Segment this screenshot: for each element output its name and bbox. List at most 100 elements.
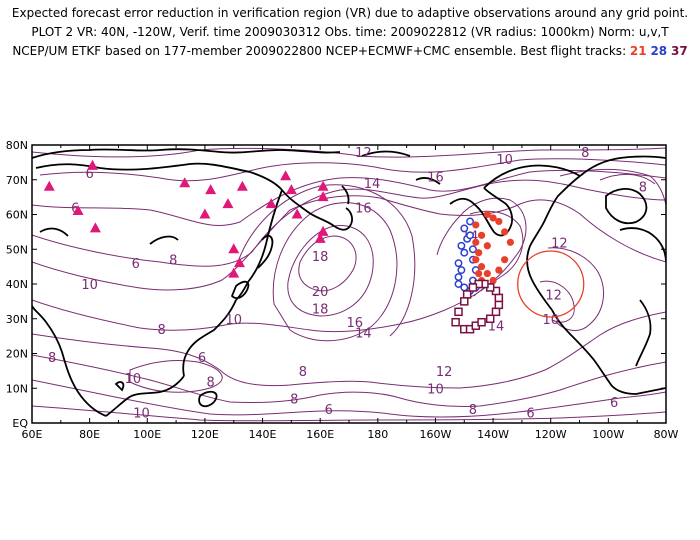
flight-track-37 <box>451 279 504 334</box>
track-21-point <box>477 263 486 271</box>
contour-label: 6 <box>71 202 79 217</box>
vr-circle <box>517 250 585 318</box>
track-21-point <box>483 242 491 250</box>
track-28-point <box>466 231 474 240</box>
track-37-point <box>485 314 495 323</box>
track-28-point <box>454 280 463 288</box>
lon-label: 120W <box>535 428 567 441</box>
observation-triangle <box>280 170 292 181</box>
header: Expected forecast error reduction in ver… <box>0 4 700 61</box>
track-21-point <box>501 256 509 264</box>
verification-region <box>517 250 585 318</box>
contour-label: 12 <box>545 288 562 303</box>
contour-label: 12 <box>355 146 372 161</box>
axis-ticks <box>31 144 667 424</box>
track-21-point <box>495 217 503 226</box>
track-28-point <box>457 266 466 275</box>
track-37-label: 37 <box>670 44 688 58</box>
track-21-point <box>475 249 483 257</box>
contour-label: 8 <box>299 365 307 380</box>
track-21-point <box>483 269 491 278</box>
lat-label: EQ <box>12 417 28 430</box>
lat-label: 60N <box>6 209 28 222</box>
observation-triangles <box>43 159 329 278</box>
track-21-point <box>495 266 503 274</box>
observation-triangle <box>87 159 99 170</box>
track-21-point <box>506 238 514 246</box>
track-21-point <box>472 238 480 246</box>
contour-label: 12 <box>551 236 568 251</box>
lon-label: 100W <box>592 428 624 441</box>
track-28-label: 28 <box>650 44 668 58</box>
observation-triangle <box>314 232 326 243</box>
track-28-point <box>468 245 477 254</box>
track-37-point <box>494 293 504 303</box>
track-37-point <box>460 297 469 306</box>
contour-label: 14 <box>364 177 381 192</box>
lon-label: 60E <box>22 428 43 441</box>
observation-triangle <box>236 180 248 191</box>
lon-label: 100E <box>133 428 161 441</box>
contour-label: 14 <box>488 320 505 335</box>
contour-label: 18 <box>312 302 329 317</box>
track-28-point <box>457 241 466 250</box>
contour-label: 10 <box>542 313 559 328</box>
contour-label: 12 <box>436 365 453 380</box>
lat-label: 50N <box>6 243 28 256</box>
track-37-point <box>451 317 460 327</box>
lat-label: 10N <box>6 382 28 395</box>
lon-label: 120E <box>191 428 219 441</box>
track-37-point <box>494 300 504 310</box>
contour-label: 20 <box>312 285 329 300</box>
contour-label: 8 <box>158 323 166 338</box>
contour-label: 8 <box>207 375 215 390</box>
contour-label: 6 <box>85 167 93 182</box>
track-21-point <box>489 276 497 285</box>
observation-triangle <box>228 243 240 254</box>
observation-triangle <box>291 208 303 219</box>
contour-label: 16 <box>427 170 444 185</box>
track-28-point <box>466 217 474 226</box>
lon-label: 80E <box>79 428 100 441</box>
contour-label: 16 <box>346 316 363 331</box>
coastlines <box>32 148 666 417</box>
observation-triangle <box>89 222 101 233</box>
observation-triangle <box>317 180 329 191</box>
lon-label: 180 <box>367 428 388 441</box>
contour-label: 8 <box>48 351 56 366</box>
contour-label: 6 <box>325 403 333 418</box>
contour-label: 16 <box>355 202 372 217</box>
lat-label: 30N <box>6 313 28 326</box>
track-21-point <box>501 228 509 236</box>
lon-label: 140E <box>249 428 277 441</box>
contour-label: 6 <box>198 351 206 366</box>
observation-triangle <box>222 198 234 209</box>
lat-label: 20N <box>6 348 28 361</box>
latitude-labels: EQ 10N 20N 30N 40N 50N 60N 70N 80N <box>6 139 29 430</box>
observation-triangle <box>43 180 55 191</box>
contour-label: 10 <box>133 407 150 422</box>
lat-label: 70N <box>6 174 28 187</box>
track-37-point <box>468 283 478 292</box>
observation-triangle <box>72 205 84 216</box>
contour-label: 14 <box>355 327 372 342</box>
observation-triangle <box>285 184 297 195</box>
track-37-point <box>462 290 472 299</box>
lon-label: 140W <box>477 428 509 441</box>
observation-triangle <box>205 184 217 195</box>
track-37-point <box>491 307 501 317</box>
track-28-point <box>460 224 469 233</box>
observation-triangle <box>317 191 329 202</box>
title-line-1: Expected forecast error reduction in ver… <box>11 6 689 20</box>
contour-label: 8 <box>639 181 647 196</box>
lat-label: 40N <box>6 278 28 291</box>
observation-triangle <box>233 257 245 268</box>
title-line-2: PLOT 2 VR: 40N, -120W, Verif. time 20090… <box>31 25 669 39</box>
contour-label: 8 <box>169 254 177 269</box>
observation-triangle <box>199 208 211 219</box>
lat-label: 80N <box>6 139 28 152</box>
longitude-labels: 60E 80E 100E 120E 140E 160E 180 160W 140W 120W 100… <box>22 428 679 441</box>
observation-triangle <box>228 267 240 278</box>
track-21-point <box>477 231 486 239</box>
